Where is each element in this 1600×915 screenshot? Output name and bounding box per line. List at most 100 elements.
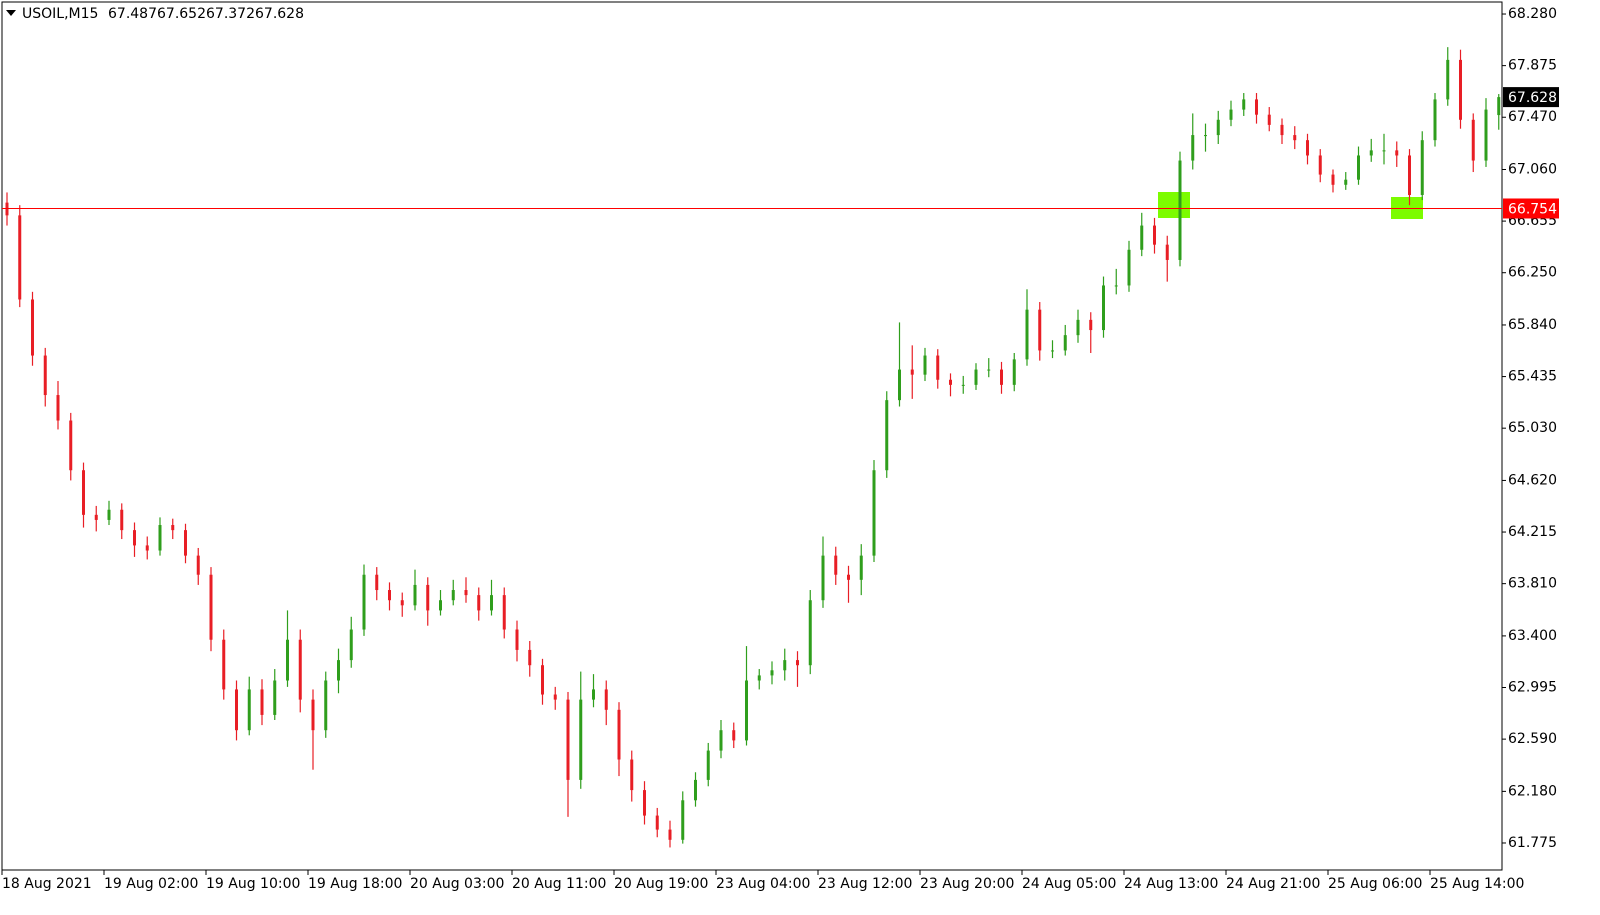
candle-body — [1038, 309, 1042, 351]
candle-body — [1153, 225, 1156, 245]
candle-body — [1165, 244, 1169, 260]
candle-body — [120, 509, 124, 531]
candle-body — [732, 730, 736, 741]
candle-body — [209, 574, 213, 640]
candle-body — [426, 584, 430, 611]
x-tick-label: 24 Aug 05:00 — [1022, 876, 1116, 892]
candle-body — [1433, 99, 1437, 141]
candle-body — [694, 779, 697, 801]
x-tick-label: 24 Aug 13:00 — [1124, 876, 1218, 892]
y-tick-label: 67.060 — [1508, 161, 1557, 177]
candle-body — [987, 369, 991, 371]
candle-body — [770, 670, 774, 676]
y-tick-label: 68.280 — [1508, 6, 1557, 22]
candle-body — [196, 555, 200, 575]
candle-body — [1369, 150, 1373, 156]
x-tick-label: 19 Aug 18:00 — [308, 876, 402, 892]
candle-body — [133, 530, 136, 546]
candle-body — [834, 555, 838, 575]
candle-body — [337, 660, 340, 681]
candle-body — [1140, 225, 1144, 250]
y-tick-label: 62.995 — [1508, 680, 1557, 696]
candle-body — [1127, 249, 1131, 286]
y-tick-label: 66.250 — [1508, 265, 1557, 281]
open: 67.487 — [108, 6, 157, 22]
candle-body — [1204, 135, 1207, 137]
menu-arrow[interactable] — [6, 10, 16, 16]
candle-body — [1255, 99, 1258, 115]
candle-body — [1484, 109, 1488, 161]
candle-body — [1293, 135, 1297, 141]
y-tick-label: 62.180 — [1508, 783, 1557, 799]
x-tick-label: 20 Aug 11:00 — [512, 876, 606, 892]
candle-body — [936, 355, 940, 380]
candle-body — [502, 595, 506, 630]
candle-body — [158, 525, 162, 551]
y-tick-label: 65.435 — [1508, 369, 1557, 385]
candle-body — [885, 400, 889, 471]
candles — [5, 47, 1501, 848]
candle-body — [617, 709, 621, 760]
candle-body — [56, 395, 60, 421]
candle-body — [668, 829, 672, 840]
x-tick-label: 25 Aug 06:00 — [1328, 876, 1422, 892]
x-tick-label: 23 Aug 12:00 — [818, 876, 912, 892]
candle-body — [18, 215, 22, 300]
candle-body — [388, 590, 391, 601]
x-tick-label: 20 Aug 19:00 — [614, 876, 708, 892]
candle-body — [910, 369, 914, 375]
candle-body — [298, 639, 302, 700]
price-level-label: 66.754 — [1508, 201, 1557, 217]
candle-body — [872, 470, 876, 556]
candle-body — [260, 689, 264, 715]
candle-body — [1102, 285, 1105, 331]
candle-body — [604, 689, 608, 710]
last-price-label: 67.628 — [1508, 90, 1557, 106]
candle-body — [1382, 150, 1386, 152]
candle-body — [286, 639, 289, 681]
candle-body — [745, 680, 748, 741]
candle-body — [1420, 140, 1424, 195]
x-tick-label: 18 Aug 2021 — [2, 876, 92, 892]
plot-area — [1, 1, 1503, 871]
candle-body — [1076, 319, 1080, 336]
candle-body — [821, 555, 825, 601]
candle-body — [1191, 135, 1195, 161]
symbol: USOIL,M15 — [22, 6, 98, 22]
candle-body — [1025, 309, 1029, 360]
x-tick-label: 20 Aug 03:00 — [410, 876, 504, 892]
candle-body — [273, 680, 277, 715]
candle-body — [1395, 150, 1399, 156]
candle-body — [630, 759, 634, 791]
candle-body — [490, 595, 493, 611]
candle-body — [1051, 350, 1054, 352]
x-tick-label: 19 Aug 10:00 — [206, 876, 300, 892]
candle-body — [107, 509, 111, 520]
candle-body — [451, 590, 455, 601]
last-price-box — [1503, 87, 1559, 108]
candle-body — [362, 574, 366, 630]
candle-body — [961, 384, 965, 386]
candle-body — [808, 600, 812, 666]
candle-body — [579, 699, 583, 780]
x-tick-label: 23 Aug 20:00 — [920, 876, 1014, 892]
candle-body — [655, 815, 659, 830]
candle-body — [1229, 109, 1233, 120]
y-tick-label: 67.470 — [1508, 109, 1557, 125]
candle-body — [5, 202, 9, 216]
x-tick-label: 19 Aug 02:00 — [104, 876, 198, 892]
candle-body — [400, 600, 404, 606]
candle-body — [82, 470, 85, 515]
candle-body — [681, 800, 685, 840]
y-tick-label: 65.840 — [1508, 317, 1557, 333]
y-tick-label: 63.810 — [1508, 576, 1557, 592]
candle-body — [235, 689, 238, 731]
candle-body — [847, 574, 850, 580]
candle-body — [375, 574, 379, 591]
candle-body — [1089, 319, 1093, 331]
candle-body — [706, 750, 710, 780]
y-tick-label: 61.775 — [1508, 835, 1557, 851]
candle-body — [719, 730, 723, 751]
candle-body — [222, 639, 226, 690]
